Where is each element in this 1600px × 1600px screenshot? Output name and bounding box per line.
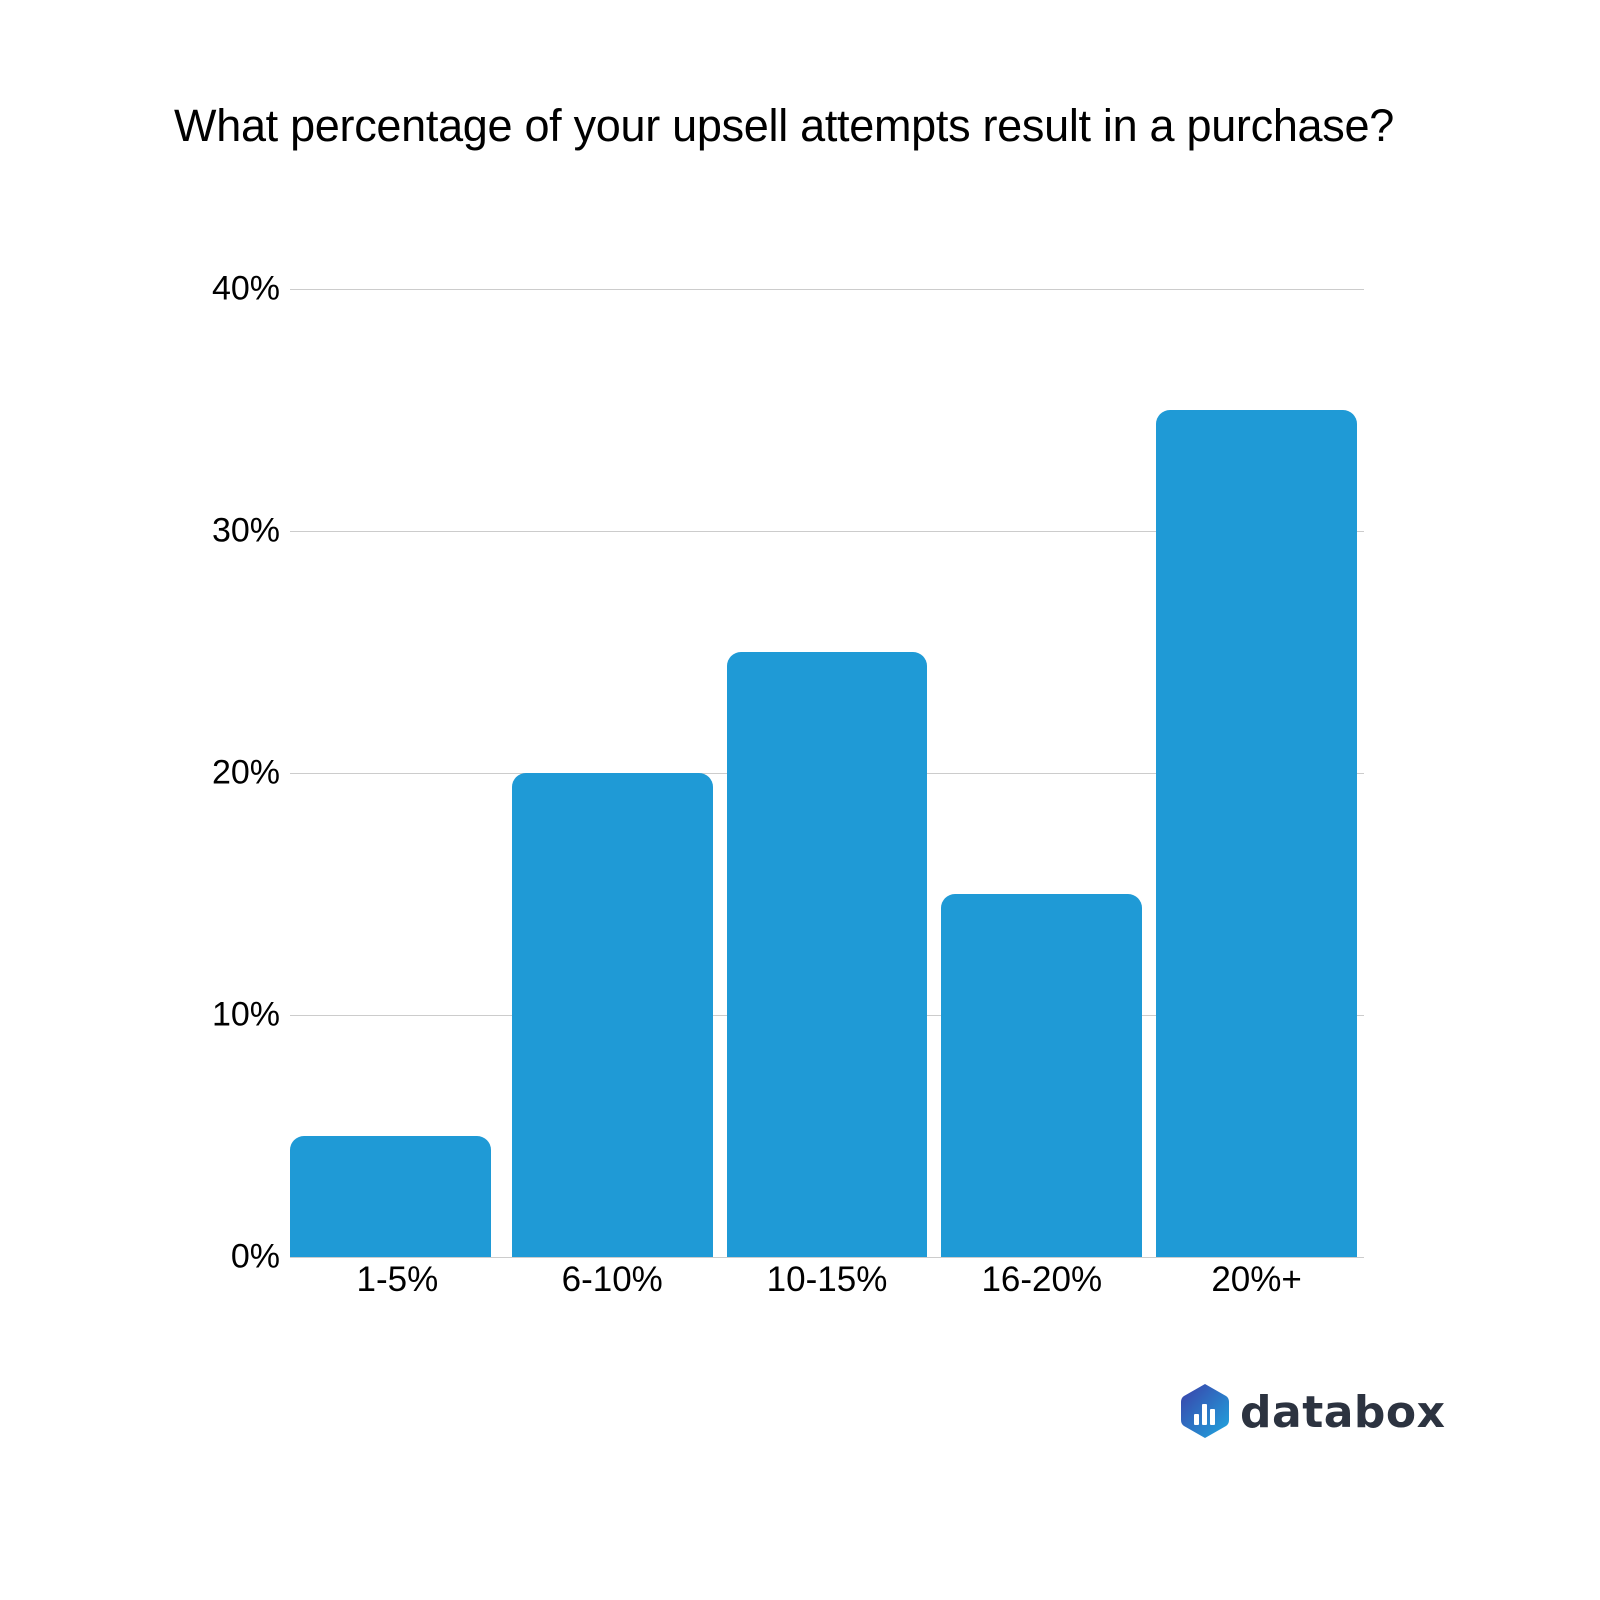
bar-10-15%: [726, 652, 928, 1257]
y-tick-label: 20%: [211, 753, 280, 792]
plot-area: [290, 289, 1364, 1258]
y-tick-label: 0%: [230, 1237, 280, 1276]
databox-logo: databox: [1180, 1382, 1446, 1443]
bar-16-20%: [941, 894, 1143, 1257]
x-tick-label: 16-20%: [981, 1260, 1103, 1299]
chart-title: What percentage of your upsell attempts …: [174, 100, 1394, 151]
databox-logo-icon: [1180, 1382, 1230, 1443]
gridline: [290, 289, 1364, 290]
x-tick-label: 20%+: [1211, 1260, 1302, 1299]
y-tick-label: 40%: [211, 269, 280, 308]
y-tick-label: 10%: [211, 995, 280, 1034]
databox-logo-text: databox: [1240, 1387, 1446, 1438]
y-tick-label: 30%: [211, 511, 280, 550]
x-tick-label: 6-10%: [561, 1260, 663, 1299]
gridline: [290, 531, 1364, 532]
bar-6-10%: [511, 773, 713, 1257]
bar-20%+: [1156, 410, 1357, 1257]
gridline: [290, 1257, 1364, 1258]
x-tick-label: 10-15%: [766, 1260, 888, 1299]
bar-1-5%: [290, 1136, 491, 1257]
x-tick-label: 1-5%: [356, 1260, 439, 1299]
